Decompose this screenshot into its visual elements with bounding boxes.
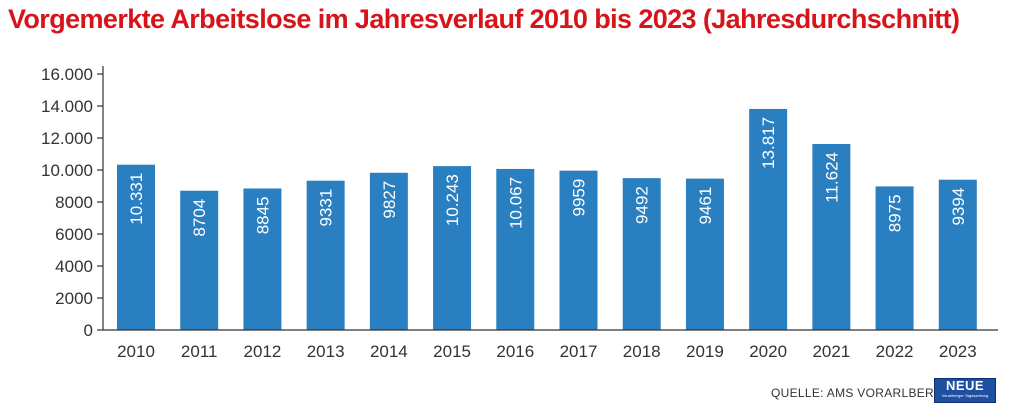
x-tick-label: 2012 — [244, 342, 282, 361]
y-tick-label: 8000 — [55, 193, 93, 212]
y-tick-label: 10.000 — [41, 161, 93, 180]
x-tick-label: 2023 — [939, 342, 977, 361]
x-tick-label: 2021 — [812, 342, 850, 361]
bars: 10.331 8704 8845 9331 9827 10.243 10.067 9959 94… — [117, 108, 977, 330]
x-tick-label: 2010 — [117, 342, 155, 361]
x-tick-label: 2020 — [749, 342, 787, 361]
y-tick-label: 2000 — [55, 289, 93, 308]
bar-2018 — [622, 178, 661, 330]
y-axis: 0 2000 4000 6000 8000 10.000 12.000 14.000 16.00… — [41, 65, 104, 340]
bar-value-label: 9492 — [633, 186, 652, 224]
source-note: QUELLE: AMS VORARLBERG — [771, 386, 944, 400]
x-tick-label: 2017 — [560, 342, 598, 361]
bar-value-label: 8704 — [190, 199, 209, 237]
logo-subline: Vorarlberger Tageszeitung — [941, 393, 989, 398]
bar-2011 — [180, 190, 219, 330]
bar-value-label: 8845 — [253, 196, 272, 234]
bar-2013 — [306, 180, 345, 330]
bar-value-label: 10.243 — [443, 174, 462, 226]
y-tick-label: 0 — [84, 321, 93, 340]
bar-2019 — [685, 178, 724, 330]
bar-2010 — [117, 164, 155, 330]
bar-2017 — [559, 170, 598, 330]
y-tick-label: 4000 — [55, 257, 93, 276]
bar-value-label: 13.817 — [759, 117, 778, 169]
bar-2020 — [749, 108, 788, 330]
bar-2015 — [433, 166, 472, 330]
bar-value-label: 9394 — [949, 188, 968, 226]
bar-value-label: 9959 — [570, 179, 589, 217]
x-tick-label: 2022 — [876, 342, 914, 361]
bar-value-label: 11.624 — [822, 152, 841, 203]
x-tick-label: 2014 — [370, 342, 408, 361]
bar-value-label: 8975 — [886, 194, 905, 232]
bar-value-label: 9331 — [317, 189, 336, 227]
logo-word: NEUE — [945, 378, 985, 393]
x-tick-label: 2015 — [433, 342, 471, 361]
bar-2014 — [369, 172, 408, 330]
x-tick-label: 2018 — [623, 342, 661, 361]
x-tick-label: 2019 — [686, 342, 724, 361]
bar-2021 — [812, 144, 851, 330]
bar-2016 — [496, 168, 535, 330]
bar-value-label: 10.067 — [506, 177, 525, 229]
x-tick-label: 2016 — [496, 342, 534, 361]
x-tick-label: 2013 — [307, 342, 345, 361]
bar-2012 — [243, 188, 282, 330]
bar-2023 — [938, 179, 977, 330]
y-tick-label: 16.000 — [41, 65, 93, 84]
y-tick-label: 14.000 — [41, 97, 93, 116]
bar-value-label: 10.331 — [127, 173, 146, 225]
y-tick-label: 12.000 — [41, 129, 93, 148]
chart-title: Vorgemerkte Arbeitslose im Jahresverlauf… — [8, 4, 960, 34]
x-tick-label: 2011 — [181, 342, 218, 361]
bar-2022 — [875, 186, 914, 330]
x-axis-labels: 2010 2011 2012 2013 2014 2015 2016 2017 2018 2019… — [103, 329, 998, 361]
newspaper-logo: NEUE Vorarlberger Tageszeitung — [934, 378, 996, 403]
bar-value-label: 9827 — [380, 181, 399, 219]
bar-value-label: 9461 — [696, 187, 715, 225]
y-tick-label: 6000 — [55, 225, 93, 244]
